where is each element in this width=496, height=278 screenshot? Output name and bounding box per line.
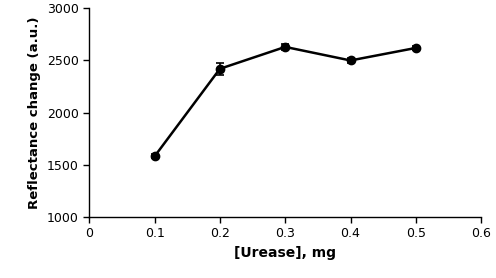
X-axis label: [Urease], mg: [Urease], mg <box>234 246 336 260</box>
Y-axis label: Reflectance change (a.u.): Reflectance change (a.u.) <box>28 16 42 209</box>
